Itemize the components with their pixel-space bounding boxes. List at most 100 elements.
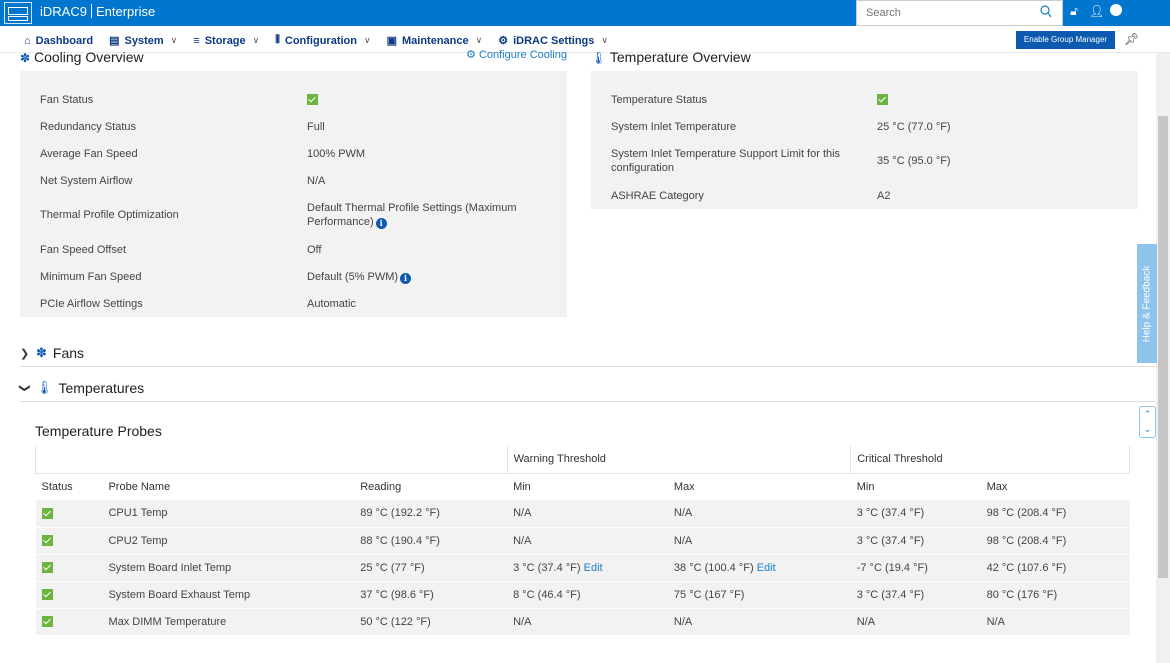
chevron-down-icon: ∨ <box>601 35 608 45</box>
cooling-overview-title: ✽ Cooling Overview <box>20 49 144 65</box>
status-ok-icon <box>41 562 53 574</box>
chevron-down-icon[interactable]: ⌄ <box>1143 424 1152 434</box>
column-header-warning-max: Max <box>673 480 695 493</box>
cooling-row: Thermal Profile Optimization Default Ther… <box>20 194 567 236</box>
temperatures-section-title: Temperatures <box>58 380 145 396</box>
cooling-row-label: Thermal Profile Optimization <box>40 209 179 221</box>
lock-icon[interactable]: 🔓︎ <box>1070 4 1078 18</box>
fans-section-toggle[interactable]: ❯ ✽ Fans <box>20 345 84 361</box>
chevron-up-icon[interactable]: ⌃ <box>1143 409 1152 419</box>
probe-name: System Board Exhaust Temp <box>108 588 251 601</box>
nav-item-storage[interactable]: ≡ Storage ∨ <box>193 34 259 47</box>
probe-warn-max: N/A <box>673 534 693 547</box>
column-header-critical-min: Min <box>856 480 875 493</box>
temperature-row-label: System Inlet Temperature Support Limit f… <box>611 148 841 174</box>
probe-warn-max: N/A <box>673 615 693 628</box>
nav-item-dashboard[interactable]: ⌂ Dashboard <box>24 34 93 47</box>
probe-crit-max: N/A <box>986 615 1005 628</box>
gear-icon: ⚙︎ <box>466 49 476 61</box>
probe-name: System Board Inlet Temp <box>108 561 232 574</box>
probe-warn-max: 75 °C (167 °F) <box>673 588 745 601</box>
gears-icon: ⚙︎ <box>498 35 509 47</box>
probe-status <box>36 581 109 608</box>
status-ok-icon <box>41 589 53 601</box>
probe-reading: 89 °C (192.2 °F) <box>360 507 440 520</box>
configure-cooling-link[interactable]: ⚙︎ Configure Cooling <box>466 49 567 61</box>
probe-crit-min: 3 °C (37.4 °F) <box>856 588 925 601</box>
chevron-down-icon: ∨ <box>252 35 260 45</box>
column-header-probe-name: Probe Name <box>108 480 171 493</box>
cooling-row-value: N/A <box>307 174 326 187</box>
status-ok-icon <box>41 535 53 547</box>
probe-crit-max: 42 °C (107.6 °F) <box>986 561 1067 574</box>
cooling-row-label: Fan Speed Offset <box>40 243 127 256</box>
thermometer-icon: 🌡︎ <box>36 380 53 395</box>
temperature-probes-title: Temperature Probes <box>35 423 162 439</box>
pin-icon[interactable]: 📌︎ <box>1124 32 1140 46</box>
warning-threshold-header: Warning Threshold <box>506 446 851 474</box>
user-icon[interactable]: 👤︎ <box>1089 4 1105 18</box>
sliders-icon: ⫴ <box>275 34 280 46</box>
temperature-overview-panel: Temperature Status System Inlet Temperatu… <box>591 71 1138 209</box>
nav-item-system[interactable]: ▤ System ∨ <box>109 34 177 48</box>
chevron-down-icon: ∨ <box>475 35 483 45</box>
probe-reading: 50 °C (122 °F) <box>360 615 431 628</box>
cooling-row-label: Redundancy Status <box>40 120 137 133</box>
cooling-row-label: Minimum Fan Speed <box>40 270 142 283</box>
cooling-row-value: Default Thermal Profile Settings (Maximu… <box>307 202 517 229</box>
nav-item-label: Dashboard <box>35 34 94 47</box>
probe-status <box>36 608 109 635</box>
probe-warn-min: N/A <box>513 534 532 547</box>
temperature-row: ASHRAE Category A2 <box>591 182 1138 209</box>
search-icon[interactable] <box>1040 5 1052 19</box>
temperature-row-value: 35 °C (95.0 °F) <box>877 155 951 167</box>
nav-item-maintenance[interactable]: ▣ Maintenance ∨ <box>387 34 483 48</box>
cooling-row: Minimum Fan Speed Default (5% PWM) i <box>20 263 567 290</box>
search-box <box>856 0 1063 26</box>
probe-reading: 25 °C (77 °F) <box>360 561 425 574</box>
temperature-row-label: ASHRAE Category <box>611 189 704 202</box>
cooling-row: Net System Airflow N/A <box>20 167 567 194</box>
storage-icon: ≡ <box>193 34 200 47</box>
enable-group-manager-button[interactable]: Enable Group Manager <box>1016 31 1115 49</box>
nav-item-label: Storage <box>204 34 246 47</box>
scrollbar-thumb[interactable] <box>1158 116 1168 578</box>
probe-reading: 88 °C (190.4 °F) <box>360 534 440 547</box>
temperature-row-value: A2 <box>877 189 891 202</box>
temperature-row-label: System Inlet Temperature <box>611 120 737 133</box>
search-input[interactable] <box>857 1 1027 25</box>
cooling-row-value: Automatic <box>307 297 356 310</box>
probe-crit-max: 98 °C (208.4 °F) <box>986 534 1067 547</box>
status-ok-icon <box>307 94 318 106</box>
probe-name: CPU1 Temp <box>108 507 168 520</box>
edit-threshold-link[interactable]: Edit <box>756 561 776 574</box>
help-icon[interactable]: ? <box>1110 4 1122 16</box>
info-icon[interactable]: i <box>400 272 412 284</box>
probe-crit-min: 3 °C (37.4 °F) <box>856 507 925 520</box>
server-icon: ▤ <box>109 35 120 47</box>
edit-threshold-link[interactable]: Edit <box>583 561 603 574</box>
chevron-down-icon: ❯ <box>18 383 31 393</box>
nav-item-idrac-settings[interactable]: ⚙︎ iDRAC Settings ∨ <box>498 34 608 48</box>
nav-item-label: iDRAC Settings <box>513 34 595 47</box>
cooling-row: Fan Status <box>20 86 567 113</box>
product-title: iDRAC9 Enterprise <box>40 4 155 19</box>
fan-icon: ✽ <box>20 51 31 65</box>
temperatures-section-toggle[interactable]: ❯ 🌡︎ Temperatures <box>18 380 145 396</box>
probe-status <box>36 527 109 554</box>
probe-reading: 37 °C (98.6 °F) <box>360 588 434 601</box>
probe-warn-min: N/A <box>513 615 532 628</box>
cooling-row-value: Default (5% PWM) i <box>307 270 547 284</box>
cooling-row: PCIe Airflow Settings Automatic <box>20 290 567 317</box>
nav-item-configuration[interactable]: ⫴ Configuration ∨ <box>275 34 370 47</box>
probe-crit-max: 98 °C (208.4 °F) <box>986 507 1067 520</box>
cooling-row: Redundancy Status Full <box>20 113 567 140</box>
nav-item-label: Configuration <box>284 34 357 47</box>
probe-status <box>36 500 109 527</box>
probe-status <box>36 554 109 581</box>
scroll-nav-buttons: ⌃ ⌄ <box>1139 406 1156 438</box>
help-feedback-tab[interactable]: Help & Feedback <box>1137 244 1157 363</box>
info-icon[interactable]: i <box>375 218 387 229</box>
probe-name: Max DIMM Temperature <box>108 615 227 628</box>
status-ok-icon <box>877 94 888 106</box>
